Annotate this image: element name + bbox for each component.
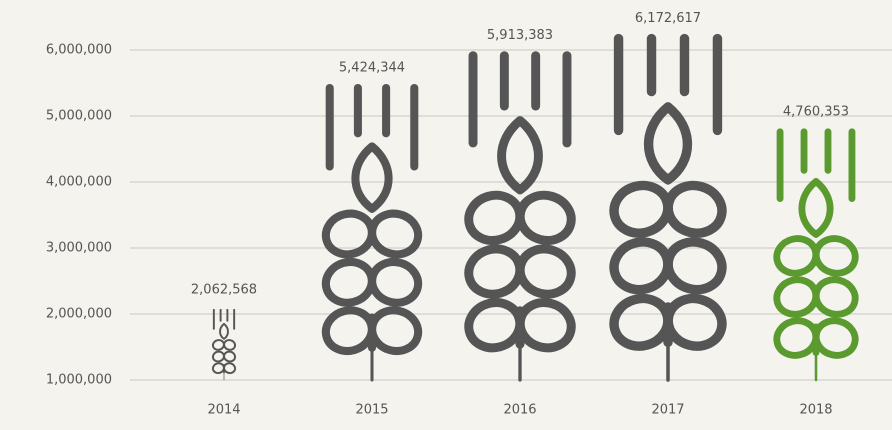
kernel (643, 102, 693, 185)
x-tick-label: 2018 (799, 403, 832, 418)
kernel (219, 322, 229, 340)
y-tick-label: 5,000,000 (46, 109, 112, 124)
kernel (368, 209, 423, 259)
kernel (515, 244, 576, 299)
kernel (223, 350, 237, 363)
kernel (351, 142, 393, 213)
value-label: 2,062,568 (191, 282, 257, 297)
wheat-icon (464, 51, 576, 382)
x-tick-label: 2016 (503, 403, 536, 418)
y-tick-label: 3,000,000 (46, 241, 112, 256)
value-label: 4,760,353 (783, 104, 849, 119)
value-label: 6,172,617 (635, 11, 701, 26)
kernel (223, 339, 237, 351)
wheat-icon (211, 308, 237, 381)
y-tick-label: 6,000,000 (46, 43, 112, 58)
kernel (812, 235, 859, 277)
wheat-icon (609, 33, 727, 382)
value-label: 5,424,344 (339, 60, 405, 75)
y-tick-label: 2,000,000 (46, 307, 112, 322)
x-tick-label: 2014 (207, 403, 240, 418)
kernel (368, 257, 423, 307)
value-label: 5,913,383 (487, 28, 553, 43)
wheat-icon (321, 83, 423, 382)
kernel (663, 237, 727, 295)
kernel (497, 116, 543, 195)
y-tick-label: 4,000,000 (46, 175, 112, 190)
wheat-icon (773, 128, 859, 382)
x-tick-label: 2017 (651, 403, 684, 418)
kernel (812, 276, 859, 318)
y-tick-label: 1,000,000 (46, 373, 112, 388)
kernel (798, 178, 834, 238)
kernel (515, 190, 576, 245)
kernel (663, 180, 727, 238)
x-tick-label: 2015 (355, 403, 388, 418)
